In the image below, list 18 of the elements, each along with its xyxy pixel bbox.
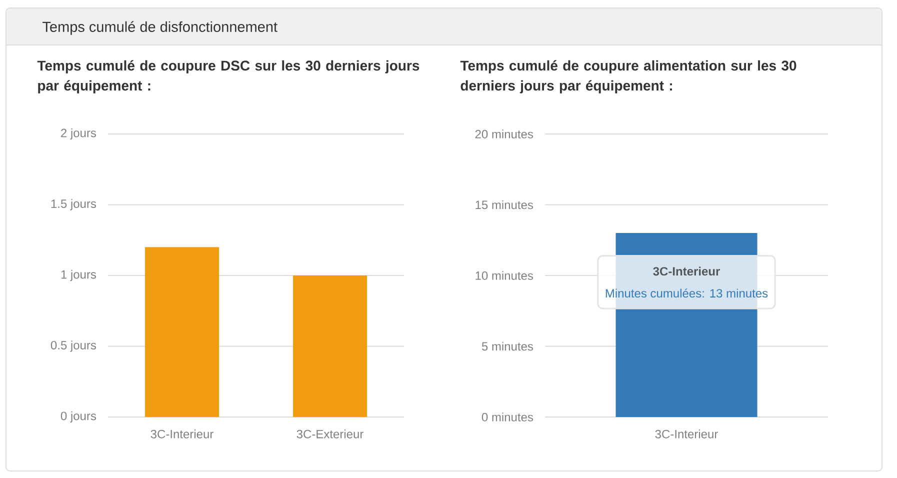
x-tick-label: 3C-Interieur <box>655 430 718 438</box>
y-tick-label: 1 jours <box>61 270 96 282</box>
y-tick-label: 15 minutes <box>476 200 534 210</box>
y-tick-label: 2 jours <box>61 128 96 140</box>
y-tick-label: 0.5 jours <box>50 340 96 352</box>
chart-title: Temps cumulé de coupure DSC sur les 30 derniers jours par équipement : <box>37 60 420 94</box>
chart-title: Temps cumulé de coupure alimentation sur les 30 derniers jours par équipement : <box>460 60 796 94</box>
y-tick-label: 1.5 jours <box>51 199 96 210</box>
x-tick-label: 3C-Interieur <box>150 430 214 438</box>
y-tick-label: 5 minutes <box>482 342 534 351</box>
x-tick-label: 3C-Exterieur <box>296 430 364 438</box>
y-tick-label: 0 jours <box>60 411 96 423</box>
text: Temps cumulé de disfonctionnement <box>42 21 278 35</box>
y-tick-label: 20 minutes <box>475 130 534 138</box>
annotation: Minutes cumulées: 13 minutes <box>606 288 768 298</box>
annotation: 3C-Interieur <box>653 266 720 276</box>
y-tick-label: 0 minutes <box>482 412 534 422</box>
y-tick-label: 10 minutes <box>476 271 534 280</box>
